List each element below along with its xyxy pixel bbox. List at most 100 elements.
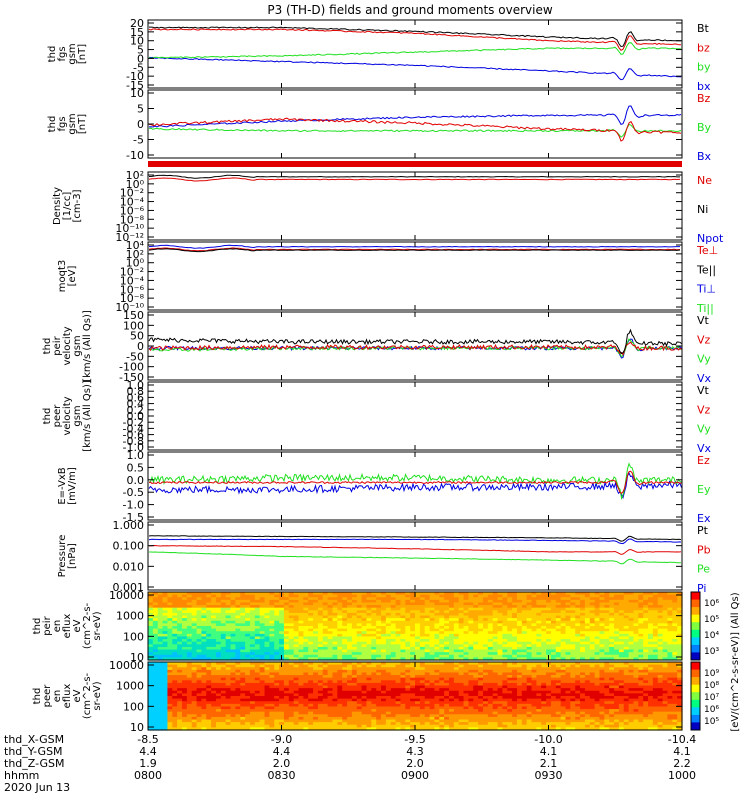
- spectrogram-cell: [264, 675, 270, 679]
- spectrogram-cell: [186, 677, 193, 681]
- spectrogram-cell: [482, 688, 489, 692]
- spectrogram-cell: [599, 594, 605, 598]
- spectrogram-cell: [342, 685, 348, 689]
- spectrogram-cell: [448, 646, 455, 651]
- spectrogram-cell: [463, 602, 469, 606]
- spectrogram-cell: [215, 682, 222, 687]
- spectrogram-cell: [434, 652, 440, 656]
- spectrogram-cell: [604, 620, 610, 624]
- spectrogram-cell: [240, 636, 246, 640]
- spectrogram-cell: [381, 646, 387, 651]
- spectrogram-cell: [148, 610, 154, 614]
- spectrogram-cell: [332, 669, 338, 674]
- spectrogram-cell: [468, 639, 474, 643]
- spectrogram-cell: [230, 618, 236, 622]
- spectrogram-cell: [385, 623, 392, 627]
- spectrogram-cell: [453, 633, 460, 638]
- spectrogram-cell: [230, 644, 236, 648]
- spectrogram-cell: [487, 652, 494, 656]
- spectrogram-cell: [410, 641, 416, 645]
- spectrogram-cell: [254, 594, 261, 598]
- spectrogram-cell: [157, 677, 164, 681]
- spectrogram-cell: [550, 701, 557, 705]
- spectrogram-cell: [279, 631, 285, 635]
- spectrogram-cell: [507, 709, 513, 713]
- spectrogram-cell: [245, 641, 251, 645]
- spectrogram-cell: [356, 662, 363, 666]
- spectrogram-cell: [628, 701, 635, 705]
- spectrogram-cell: [240, 652, 246, 656]
- spectrogram-cell: [361, 597, 368, 601]
- spectrogram-cell: [633, 706, 639, 710]
- spectrogram-cell: [230, 641, 236, 645]
- spectrogram-cell: [308, 675, 314, 679]
- spectrogram-cell: [361, 612, 368, 617]
- spectrogram-cell: [317, 649, 324, 653]
- spectrogram-cell: [298, 701, 304, 705]
- spectrogram-cell: [473, 602, 479, 606]
- spectrogram-cell: [381, 649, 387, 653]
- spectrogram-cell: [385, 641, 392, 645]
- spectrogram-cell: [283, 662, 290, 666]
- spectrogram-cell: [191, 599, 198, 604]
- spectrogram-cell: [249, 662, 256, 666]
- spectrogram-cell: [580, 623, 586, 627]
- spectrogram-cell: [415, 701, 421, 705]
- spectrogram-cell: [177, 711, 183, 715]
- spectrogram-cell: [468, 688, 474, 692]
- spectrogram-cell: [293, 612, 300, 617]
- spectrogram-cell: [492, 652, 499, 656]
- spectrogram-cell: [259, 669, 266, 674]
- spectrogram-cell: [381, 612, 387, 617]
- spectrogram-cell: [235, 690, 241, 694]
- spectrogram-cell: [259, 652, 266, 656]
- spectrogram-cell: [580, 703, 586, 708]
- spectrogram-cell: [225, 610, 232, 614]
- spectrogram-cell: [298, 623, 304, 627]
- spectrogram-cell: [570, 652, 576, 656]
- spectrogram-cell: [259, 649, 266, 653]
- spectrogram-cell: [415, 680, 421, 684]
- spectrogram-cell: [206, 599, 212, 604]
- spectrogram-cell: [429, 672, 436, 676]
- spectrogram-cell: [303, 610, 309, 614]
- spectrogram-cell: [332, 626, 338, 630]
- spectrogram-cell: [492, 623, 499, 627]
- spectrogram-cell: [638, 664, 644, 668]
- spectrogram-cell: [405, 605, 411, 609]
- spectrogram-cell: [371, 675, 377, 679]
- spectrogram-cell: [429, 649, 436, 653]
- spectrogram-cell: [235, 628, 241, 632]
- spectrogram-cell: [453, 607, 460, 611]
- spectrogram-cell: [390, 636, 397, 640]
- spectrogram-cell: [478, 599, 484, 604]
- spectrogram-cell: [594, 626, 601, 630]
- spectrogram-cell: [400, 677, 406, 681]
- spectrogram-cell: [177, 675, 183, 679]
- spectrogram-cell: [264, 677, 270, 681]
- spectrogram-cell: [249, 615, 256, 619]
- spectrogram-cell: [162, 688, 169, 692]
- spectrogram-cell: [444, 644, 450, 648]
- spectrogram-cell: [584, 628, 591, 632]
- spectrogram-cell: [623, 693, 630, 697]
- spectrogram-cell: [463, 667, 469, 671]
- spectrogram-cell: [638, 633, 644, 638]
- spectrogram-cell: [215, 644, 222, 648]
- spectrogram-cell: [453, 612, 460, 617]
- spectrogram-cell: [235, 709, 241, 713]
- spectrogram-cell: [502, 602, 508, 606]
- spectrogram-cell: [516, 662, 523, 666]
- spectrogram-cell: [215, 599, 222, 604]
- spectrogram-cell: [259, 701, 266, 705]
- spectrogram-cell: [405, 602, 411, 606]
- spectrogram-cell: [560, 599, 567, 604]
- spectrogram-cell: [652, 633, 659, 638]
- spectrogram-cell: [148, 636, 154, 640]
- spectrogram-cell: [507, 612, 513, 617]
- spectrogram-cell: [546, 652, 552, 656]
- spectrogram-cell: [347, 605, 353, 609]
- spectrogram-cell: [662, 685, 669, 689]
- spectrogram-cell: [400, 605, 406, 609]
- spectrogram-cell: [565, 599, 571, 604]
